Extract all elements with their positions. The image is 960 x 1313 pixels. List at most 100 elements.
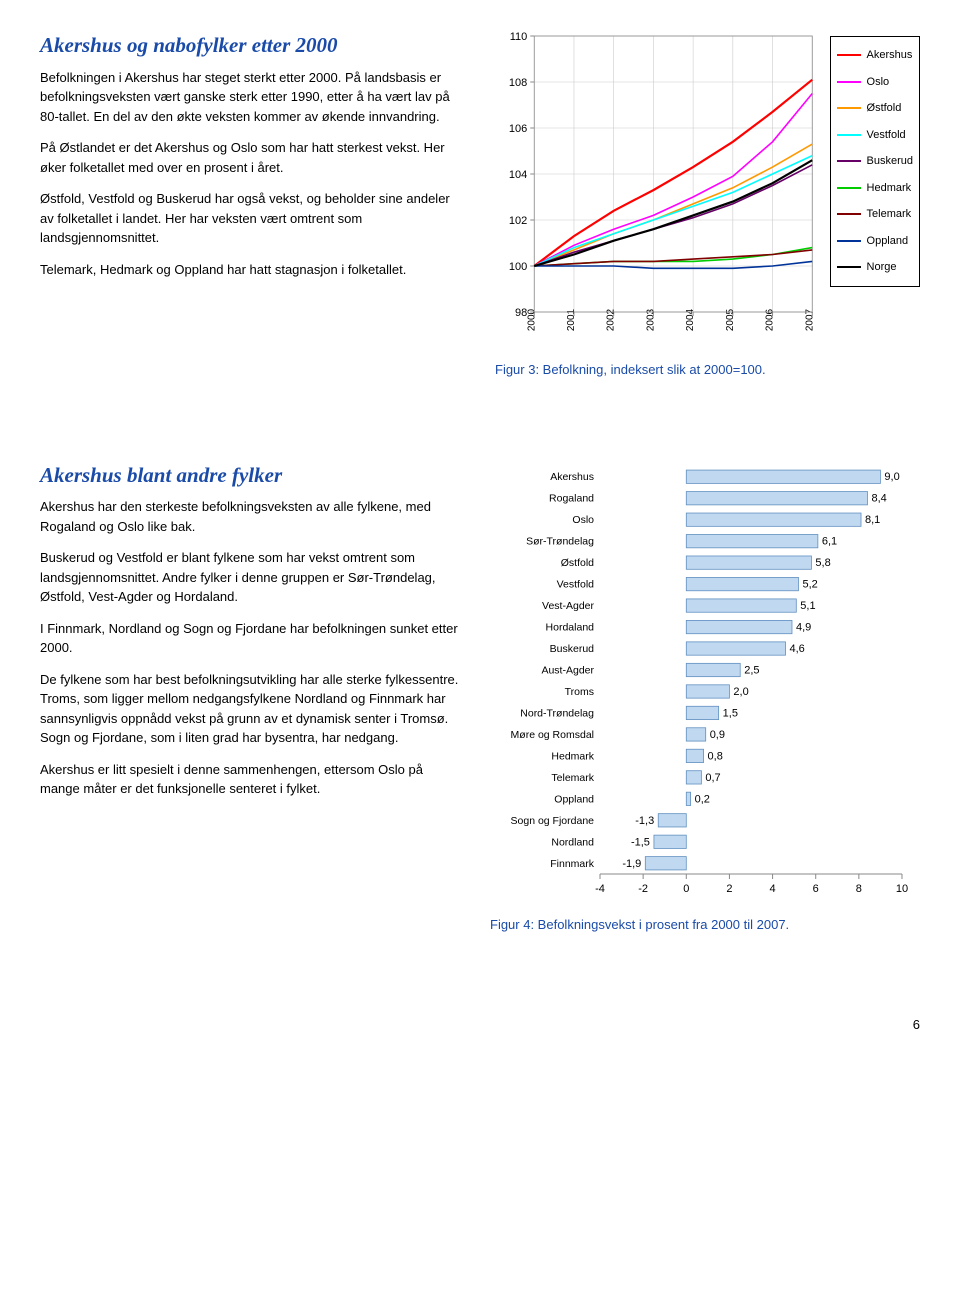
legend-label: Østfold xyxy=(867,100,902,117)
svg-text:0,7: 0,7 xyxy=(705,771,720,783)
svg-text:Troms: Troms xyxy=(565,685,594,697)
svg-text:Finnmark: Finnmark xyxy=(550,857,595,869)
svg-text:2,5: 2,5 xyxy=(744,664,759,676)
legend-swatch xyxy=(837,187,861,189)
svg-text:108: 108 xyxy=(509,77,527,89)
legend-label: Vestfold xyxy=(867,127,906,144)
legend-item-østfold: Østfold xyxy=(837,100,913,117)
svg-text:Rogaland: Rogaland xyxy=(549,492,594,504)
svg-text:100: 100 xyxy=(509,261,527,273)
heading-1: Akershus og nabofylker etter 2000 xyxy=(40,30,465,62)
line-chart-wrap: 9810010210410610811020002001200220032004… xyxy=(495,30,920,350)
svg-text:2,0: 2,0 xyxy=(733,685,748,697)
svg-text:Buskerud: Buskerud xyxy=(550,643,595,655)
para-1-4: Telemark, Hedmark og Oppland har hatt st… xyxy=(40,260,465,280)
svg-text:8: 8 xyxy=(856,883,862,895)
para-1-2: På Østlandet er det Akershus og Oslo som… xyxy=(40,138,465,177)
svg-text:6: 6 xyxy=(813,883,819,895)
para-1-1: Befolkningen i Akershus har steget sterk… xyxy=(40,68,465,127)
svg-text:1,5: 1,5 xyxy=(723,707,738,719)
legend-swatch xyxy=(837,240,861,242)
svg-text:5,2: 5,2 xyxy=(802,578,817,590)
svg-text:4: 4 xyxy=(770,883,776,895)
legend-label: Telemark xyxy=(867,206,912,223)
svg-text:4,9: 4,9 xyxy=(796,621,811,633)
figure-4-column: Akershus 9,0 Rogaland 8,4 Oslo 8,1 Sør-Trøndel… xyxy=(490,460,920,935)
para-2-1: Akershus har den sterkeste befolkningsve… xyxy=(40,497,460,536)
svg-text:-1,3: -1,3 xyxy=(635,814,654,826)
text-column-2: Akershus blant andre fylker Akershus har… xyxy=(40,460,460,935)
legend-label: Norge xyxy=(867,259,897,276)
legend-label: Hedmark xyxy=(867,180,912,197)
svg-text:0,9: 0,9 xyxy=(710,728,725,740)
legend-swatch xyxy=(837,54,861,56)
svg-text:Telemark: Telemark xyxy=(551,771,594,783)
page-number: 6 xyxy=(40,1015,920,1035)
svg-text:4,6: 4,6 xyxy=(790,643,805,655)
text-column-1: Akershus og nabofylker etter 2000 Befolk… xyxy=(40,30,465,380)
svg-text:2: 2 xyxy=(726,883,732,895)
legend-label: Buskerud xyxy=(867,153,913,170)
svg-text:Akershus: Akershus xyxy=(550,471,594,483)
svg-text:-1,5: -1,5 xyxy=(631,836,650,848)
svg-text:Hedmark: Hedmark xyxy=(551,750,594,762)
svg-text:Østfold: Østfold xyxy=(561,557,594,569)
legend-swatch xyxy=(837,213,861,215)
bar-chart: Akershus 9,0 Rogaland 8,4 Oslo 8,1 Sør-Trøndel… xyxy=(490,460,920,900)
legend-label: Oslo xyxy=(867,74,890,91)
legend-swatch xyxy=(837,81,861,83)
svg-text:6,1: 6,1 xyxy=(822,535,837,547)
legend-label: Akershus xyxy=(867,47,913,64)
legend-item-telemark: Telemark xyxy=(837,206,913,223)
legend-item-norge: Norge xyxy=(837,259,913,276)
figure-3-caption: Figur 3: Befolkning, indeksert slik at 2… xyxy=(495,360,920,380)
svg-text:0,8: 0,8 xyxy=(708,750,723,762)
svg-text:Vestfold: Vestfold xyxy=(557,578,595,590)
legend-item-buskerud: Buskerud xyxy=(837,153,913,170)
svg-text:5,1: 5,1 xyxy=(800,600,815,612)
legend-item-hedmark: Hedmark xyxy=(837,180,913,197)
svg-text:-2: -2 xyxy=(638,883,648,895)
legend-item-oppland: Oppland xyxy=(837,233,913,250)
svg-text:9,0: 9,0 xyxy=(884,471,899,483)
legend-item-oslo: Oslo xyxy=(837,74,913,91)
svg-text:Sør-Trøndelag: Sør-Trøndelag xyxy=(526,535,594,547)
svg-text:102: 102 xyxy=(509,215,527,227)
svg-text:-1,9: -1,9 xyxy=(622,857,641,869)
figure-4-caption: Figur 4: Befolkningsvekst i prosent fra … xyxy=(490,915,920,935)
svg-text:8,1: 8,1 xyxy=(865,514,880,526)
svg-text:Sogn og Fjordane: Sogn og Fjordane xyxy=(511,814,595,826)
legend-label: Oppland xyxy=(867,233,909,250)
section-akershus-blant-andre: Akershus blant andre fylker Akershus har… xyxy=(40,460,920,935)
line-chart-legend: Akershus Oslo Østfold Vestfold Buskerud Hedma… xyxy=(830,36,920,287)
para-2-4: De fylkene som har best befolkningsutvik… xyxy=(40,670,460,748)
figure-3-column: 9810010210410610811020002001200220032004… xyxy=(495,30,920,380)
svg-text:0,2: 0,2 xyxy=(695,793,710,805)
section-akershus-etter-2000: Akershus og nabofylker etter 2000 Befolk… xyxy=(40,30,920,380)
line-chart: 9810010210410610811020002001200220032004… xyxy=(495,30,822,350)
heading-2: Akershus blant andre fylker xyxy=(40,460,460,492)
svg-text:104: 104 xyxy=(509,169,527,181)
svg-text:Møre og Romsdal: Møre og Romsdal xyxy=(511,728,594,740)
svg-text:Aust-Agder: Aust-Agder xyxy=(541,664,594,676)
svg-text:10: 10 xyxy=(896,883,908,895)
legend-swatch xyxy=(837,134,861,136)
para-1-3: Østfold, Vestfold og Buskerud har også v… xyxy=(40,189,465,248)
svg-text:8,4: 8,4 xyxy=(871,492,886,504)
svg-text:110: 110 xyxy=(510,31,528,43)
svg-text:-4: -4 xyxy=(595,883,605,895)
para-2-2: Buskerud og Vestfold er blant fylkene so… xyxy=(40,548,460,607)
svg-text:Hordaland: Hordaland xyxy=(546,621,595,633)
svg-text:Oppland: Oppland xyxy=(554,793,594,805)
para-2-5: Akershus er litt spesielt i denne sammen… xyxy=(40,760,460,799)
svg-text:Nord-Trøndelag: Nord-Trøndelag xyxy=(520,707,594,719)
legend-swatch xyxy=(837,266,861,268)
svg-text:106: 106 xyxy=(509,123,527,135)
legend-item-vestfold: Vestfold xyxy=(837,127,913,144)
svg-text:0: 0 xyxy=(683,883,689,895)
svg-text:Nordland: Nordland xyxy=(551,836,594,848)
svg-text:5,8: 5,8 xyxy=(815,557,830,569)
svg-text:Oslo: Oslo xyxy=(572,514,594,526)
svg-text:Vest-Agder: Vest-Agder xyxy=(542,600,594,612)
para-2-3: I Finnmark, Nordland og Sogn og Fjordane… xyxy=(40,619,460,658)
